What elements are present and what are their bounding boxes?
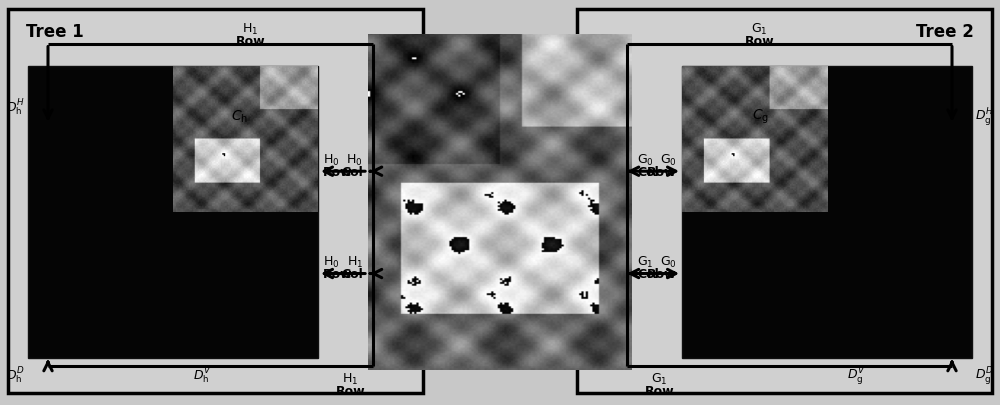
Text: $\rm G_0$: $\rm G_0$ [660,152,677,167]
Text: Row: Row [336,384,365,397]
Text: Row: Row [236,35,265,48]
Text: Col: Col [341,165,363,178]
Text: Col: Col [637,165,659,178]
Text: Row: Row [647,165,677,178]
Text: $\rm H_1$: $\rm H_1$ [347,254,363,269]
Text: Row: Row [323,267,353,280]
Text: Row: Row [745,35,774,48]
Bar [682,67,972,358]
Text: $\rm G_0$: $\rm G_0$ [660,254,677,269]
Text: Tree 2: Tree 2 [916,23,974,41]
Text: $D^V_{\rm h}$: $D^V_{\rm h}$ [193,365,211,386]
Text: Tree 1: Tree 1 [26,23,84,41]
Text: Col: Col [341,267,363,280]
Text: $\rm G_1$: $\rm G_1$ [751,21,768,37]
Text: $C_{\rm g}$: $C_{\rm g}$ [752,107,769,126]
Text: $\rm G_0$: $\rm G_0$ [637,152,654,167]
Text: Row: Row [645,384,674,397]
Text: Row: Row [323,165,353,178]
Text: $\rm H_1$: $\rm H_1$ [242,21,259,37]
Text: $\rm H_0$: $\rm H_0$ [346,152,363,167]
Text: Row: Row [647,267,677,280]
Bar [8,10,423,393]
Text: $\rm G_1$: $\rm G_1$ [637,254,654,269]
Text: $\rm G_1$: $\rm G_1$ [651,371,668,386]
Text: Col: Col [637,267,659,280]
Bar [28,67,318,358]
Text: $\rm H_0$: $\rm H_0$ [323,254,340,269]
Text: $D^D_{\rm g}$: $D^D_{\rm g}$ [975,364,994,386]
Text: $C_{\rm h}$: $C_{\rm h}$ [231,108,248,125]
Text: $D^H_{\rm g}$: $D^H_{\rm g}$ [975,105,994,127]
Text: $\rm H_1$: $\rm H_1$ [342,371,359,386]
Text: $\rm H_0$: $\rm H_0$ [323,152,340,167]
Text: $D^D_{\rm h}$: $D^D_{\rm h}$ [6,365,25,386]
Bar [577,10,992,393]
Text: $D^H_{\rm h}$: $D^H_{\rm h}$ [6,98,25,118]
Text: $D^V_{\rm g}$: $D^V_{\rm g}$ [847,364,865,386]
